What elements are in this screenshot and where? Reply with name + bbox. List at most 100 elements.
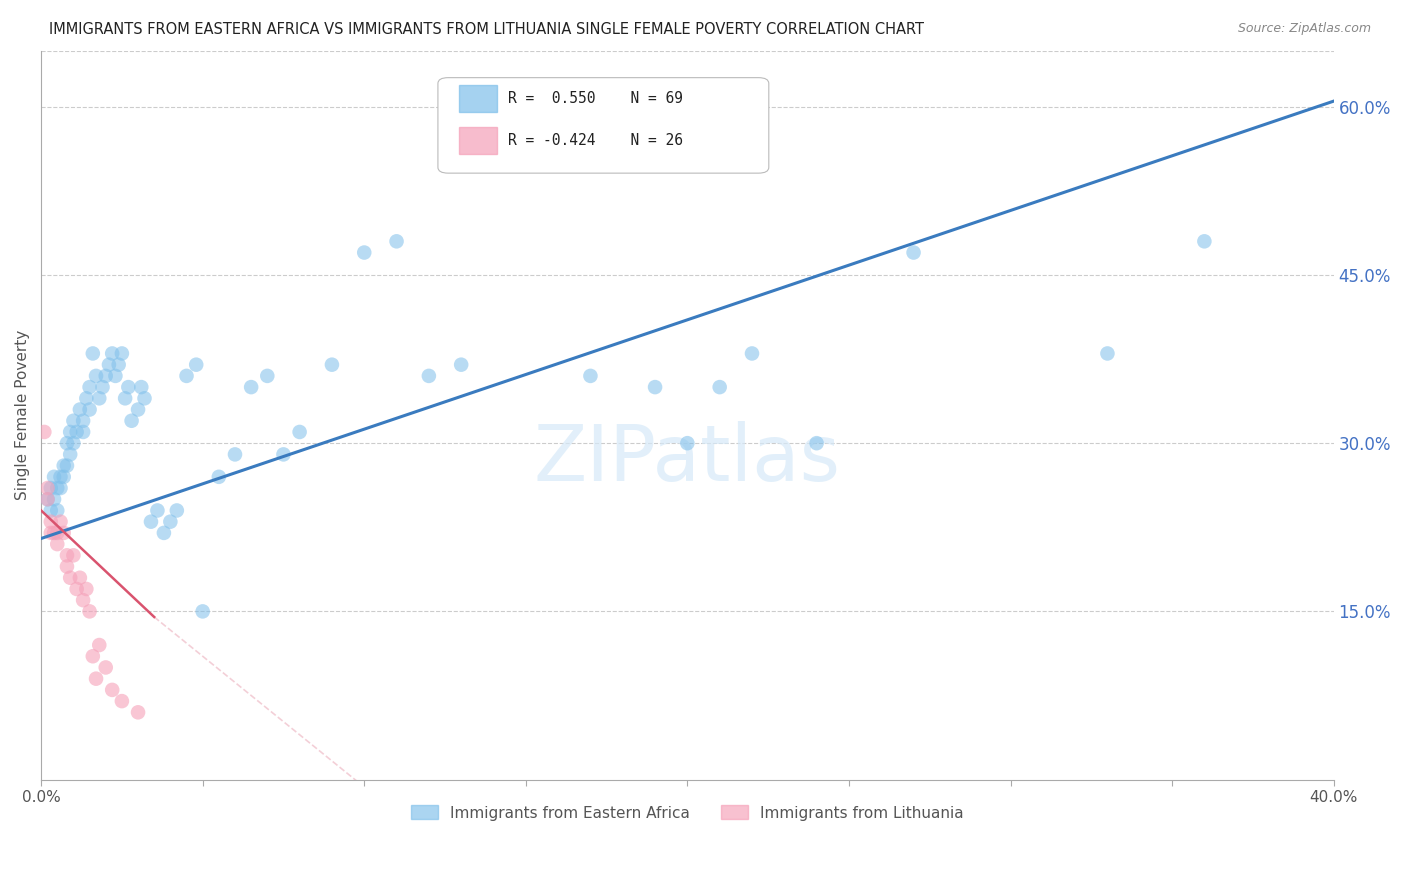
Point xyxy=(256,368,278,383)
Point xyxy=(56,559,79,574)
Point xyxy=(59,571,82,585)
Point xyxy=(75,392,97,406)
Point xyxy=(89,638,111,652)
Point xyxy=(240,380,263,394)
Point xyxy=(91,380,114,394)
Point xyxy=(166,503,188,517)
Bar xyxy=(458,85,498,112)
Point xyxy=(69,571,91,585)
Point xyxy=(741,346,763,360)
Point xyxy=(46,537,69,551)
Point xyxy=(37,492,59,507)
Point xyxy=(709,380,731,394)
Point xyxy=(69,402,91,417)
Point xyxy=(66,425,89,439)
Point xyxy=(111,346,134,360)
Point xyxy=(224,447,246,461)
Point xyxy=(418,368,440,383)
Point xyxy=(42,492,65,507)
Point xyxy=(273,447,295,461)
Point xyxy=(49,470,72,484)
Legend: Immigrants from Eastern Africa, Immigrants from Lithuania: Immigrants from Eastern Africa, Immigran… xyxy=(405,799,970,827)
Point xyxy=(37,492,59,507)
Point xyxy=(321,358,343,372)
Point xyxy=(66,582,89,596)
Point xyxy=(56,436,79,450)
Point xyxy=(139,515,162,529)
Text: R =  0.550    N = 69: R = 0.550 N = 69 xyxy=(508,91,683,106)
Point xyxy=(52,525,75,540)
Point xyxy=(676,436,699,450)
Point xyxy=(127,706,149,720)
Point xyxy=(62,549,84,563)
Point xyxy=(1097,346,1119,360)
Point xyxy=(39,515,62,529)
Point xyxy=(104,368,127,383)
Point xyxy=(39,525,62,540)
Point xyxy=(34,425,56,439)
Point xyxy=(89,392,111,406)
Text: ZIPatlas: ZIPatlas xyxy=(534,421,841,497)
Point xyxy=(385,235,408,249)
FancyBboxPatch shape xyxy=(437,78,769,173)
Point xyxy=(72,425,94,439)
Point xyxy=(117,380,139,394)
Text: R = -0.424    N = 26: R = -0.424 N = 26 xyxy=(508,133,683,148)
Point xyxy=(46,503,69,517)
Point xyxy=(146,503,169,517)
Text: Source: ZipAtlas.com: Source: ZipAtlas.com xyxy=(1237,22,1371,36)
Point xyxy=(107,358,129,372)
Point xyxy=(84,368,107,383)
Bar xyxy=(458,127,498,154)
Point xyxy=(94,368,117,383)
Point xyxy=(579,368,602,383)
Point xyxy=(72,593,94,607)
Point xyxy=(806,436,828,450)
Point xyxy=(153,525,176,540)
Point xyxy=(903,245,925,260)
Point xyxy=(114,392,136,406)
Point xyxy=(101,682,124,697)
Point xyxy=(59,425,82,439)
Point xyxy=(79,380,101,394)
Point xyxy=(644,380,666,394)
Point xyxy=(42,525,65,540)
Point xyxy=(159,515,181,529)
Point xyxy=(82,346,104,360)
Point xyxy=(37,481,59,495)
Point xyxy=(56,458,79,473)
Point xyxy=(79,402,101,417)
Point xyxy=(1194,235,1216,249)
Point xyxy=(46,525,69,540)
Point xyxy=(62,436,84,450)
Point xyxy=(49,515,72,529)
Point xyxy=(98,358,121,372)
Point xyxy=(450,358,472,372)
Point xyxy=(129,380,152,394)
Point xyxy=(191,604,214,618)
Point xyxy=(176,368,198,383)
Point xyxy=(42,470,65,484)
Text: IMMIGRANTS FROM EASTERN AFRICA VS IMMIGRANTS FROM LITHUANIA SINGLE FEMALE POVERT: IMMIGRANTS FROM EASTERN AFRICA VS IMMIGR… xyxy=(49,22,924,37)
Point xyxy=(79,604,101,618)
Point xyxy=(39,503,62,517)
Point xyxy=(52,470,75,484)
Point xyxy=(75,582,97,596)
Point xyxy=(288,425,311,439)
Point xyxy=(52,458,75,473)
Point xyxy=(101,346,124,360)
Y-axis label: Single Female Poverty: Single Female Poverty xyxy=(15,330,30,500)
Point xyxy=(127,402,149,417)
Point xyxy=(186,358,208,372)
Point xyxy=(94,660,117,674)
Point xyxy=(111,694,134,708)
Point xyxy=(46,481,69,495)
Point xyxy=(208,470,231,484)
Point xyxy=(84,672,107,686)
Point xyxy=(72,414,94,428)
Point xyxy=(134,392,156,406)
Point xyxy=(56,549,79,563)
Point xyxy=(121,414,143,428)
Point xyxy=(39,481,62,495)
Point xyxy=(62,414,84,428)
